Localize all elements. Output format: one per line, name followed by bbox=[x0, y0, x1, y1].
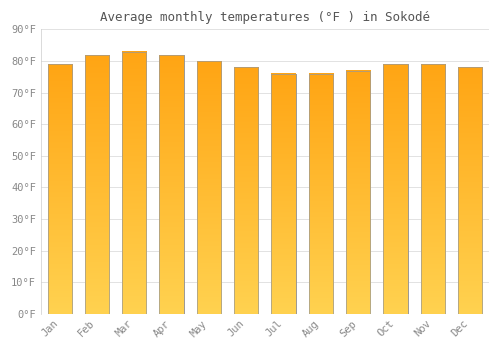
Bar bbox=[272, 74, 295, 314]
Bar bbox=[272, 74, 295, 314]
Title: Average monthly temperatures (°F ) in Sokodé: Average monthly temperatures (°F ) in So… bbox=[100, 11, 430, 24]
Bar bbox=[122, 51, 146, 314]
Bar bbox=[346, 70, 370, 314]
Bar bbox=[160, 55, 184, 314]
Bar bbox=[85, 55, 109, 314]
Bar bbox=[48, 64, 72, 314]
Bar bbox=[234, 67, 258, 314]
Bar bbox=[48, 64, 72, 314]
Bar bbox=[458, 67, 482, 314]
Bar bbox=[234, 67, 258, 314]
Bar bbox=[309, 74, 333, 314]
Bar bbox=[85, 55, 109, 314]
Bar bbox=[384, 64, 407, 314]
Bar bbox=[421, 64, 445, 314]
Bar bbox=[458, 67, 482, 314]
Bar bbox=[346, 70, 370, 314]
Bar bbox=[384, 64, 407, 314]
Bar bbox=[309, 74, 333, 314]
Bar bbox=[421, 64, 445, 314]
Bar bbox=[197, 61, 221, 314]
Bar bbox=[160, 55, 184, 314]
Bar bbox=[197, 61, 221, 314]
Bar bbox=[122, 51, 146, 314]
